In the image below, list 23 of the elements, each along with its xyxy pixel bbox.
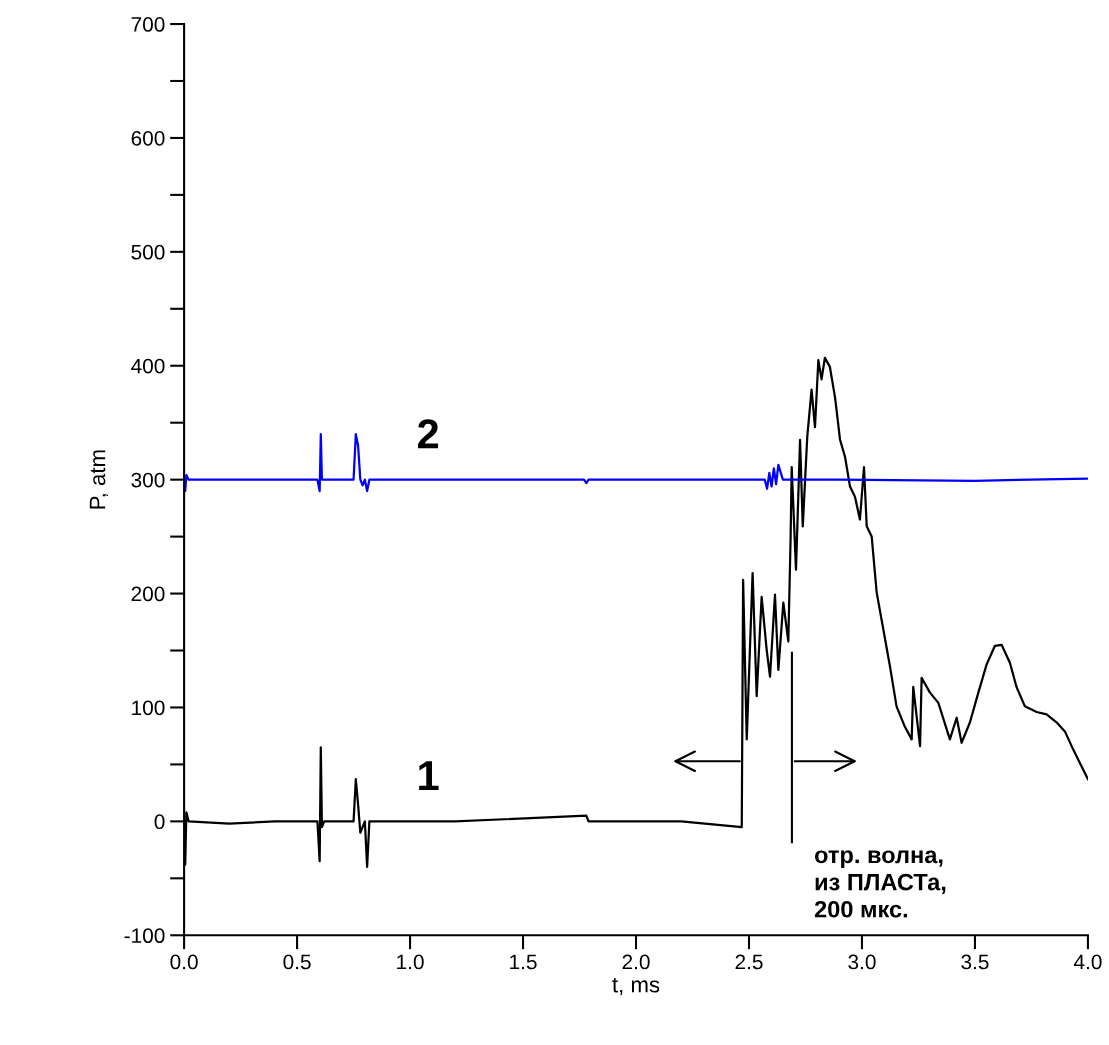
y-tick-label: 400 bbox=[131, 358, 165, 374]
x-tick-label: 0.5 bbox=[283, 954, 311, 970]
y-axis-title: P, atm bbox=[89, 450, 108, 509]
y-tick-label: 200 bbox=[131, 586, 165, 602]
x-tick-label: 2.5 bbox=[735, 954, 763, 970]
x-tick-label: 1.0 bbox=[397, 954, 424, 970]
y-tick-label: 600 bbox=[131, 130, 165, 146]
y-tick-label: 300 bbox=[131, 472, 165, 488]
x-tick-label: 3.5 bbox=[961, 954, 989, 970]
y-tick-label: 100 bbox=[132, 700, 165, 716]
x-tick-label: 1.5 bbox=[510, 954, 537, 970]
x-tick-label: 3.0 bbox=[848, 954, 876, 970]
x-tick-label: 4.0 bbox=[1073, 954, 1102, 970]
y-tick-label: 500 bbox=[131, 244, 165, 260]
y-tick-label: 0 bbox=[154, 814, 165, 830]
x-axis-title: t, ms bbox=[612, 977, 660, 996]
series-label: 2 bbox=[417, 419, 439, 449]
y-tick-label: 700 bbox=[131, 17, 165, 32]
x-tick-label: 0.0 bbox=[170, 954, 198, 970]
annotation: отр. волна, из ПЛАСТа, 200 мкс. bbox=[814, 850, 946, 918]
x-tick-label: 2.0 bbox=[622, 954, 650, 970]
series-label: 1 bbox=[419, 761, 439, 790]
y-tick-label: -100 bbox=[124, 928, 165, 944]
